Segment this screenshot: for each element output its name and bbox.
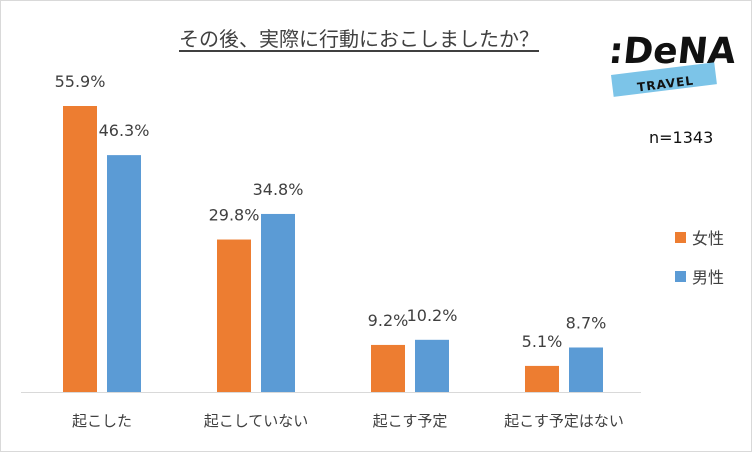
data-label-male-0: 46.3% bbox=[99, 121, 150, 140]
data-label-female-2: 9.2% bbox=[368, 311, 409, 330]
bar-male-1 bbox=[261, 213, 295, 392]
data-label-male-2: 10.2% bbox=[407, 306, 458, 325]
category-label-0: 起こした bbox=[72, 412, 132, 430]
bar-male-3 bbox=[569, 347, 603, 392]
bar-male-2 bbox=[415, 339, 449, 392]
category-label-1: 起こしていない bbox=[204, 412, 309, 430]
bar-female-2 bbox=[371, 344, 405, 392]
legend-label-female: 女性 bbox=[692, 229, 725, 248]
bar-female-3 bbox=[525, 365, 559, 392]
legend-item-male: 男性 bbox=[675, 266, 725, 287]
category-label-3: 起こす予定はない bbox=[504, 412, 624, 430]
bar-male-0 bbox=[107, 155, 141, 392]
legend-swatch-male bbox=[675, 270, 686, 282]
data-label-female-3: 5.1% bbox=[522, 332, 563, 351]
legend-item-female: 女性 bbox=[675, 227, 725, 248]
legend-label-male: 男性 bbox=[692, 268, 725, 287]
bar-female-1 bbox=[217, 239, 251, 392]
legend-swatch-female bbox=[675, 231, 686, 243]
sample-size: n=1343 bbox=[649, 128, 714, 147]
data-label-female-0: 55.9% bbox=[55, 72, 106, 91]
data-label-female-1: 29.8% bbox=[209, 206, 260, 225]
data-label-male-3: 8.7% bbox=[566, 313, 607, 332]
data-label-male-1: 34.8% bbox=[253, 180, 304, 199]
category-label-2: 起こす予定 bbox=[373, 412, 448, 430]
chart-title: その後、実際に行動におこしましたか？ bbox=[179, 27, 539, 51]
bar-female-0 bbox=[63, 106, 97, 392]
